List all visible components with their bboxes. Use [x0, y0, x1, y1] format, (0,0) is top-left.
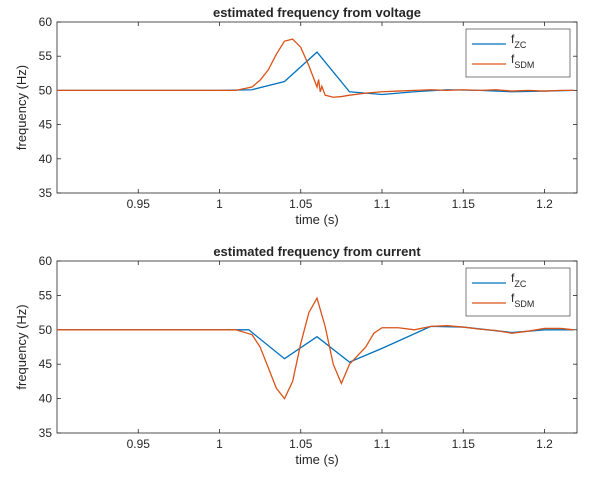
y-tick-label: 60	[39, 15, 53, 29]
y-tick-label: 45	[39, 357, 53, 371]
y-tick-label: 50	[39, 323, 53, 337]
x-tick-label: 1.15	[452, 197, 476, 211]
legend-box	[465, 267, 571, 317]
y-tick-label: 40	[39, 152, 53, 166]
legend-entry-symbol: f	[511, 32, 515, 46]
legend-entry-subscript: SDM	[514, 60, 534, 70]
y-tick-label: 35	[39, 426, 53, 440]
x-tick-label: 1	[216, 437, 223, 451]
y-tick-label: 55	[39, 49, 53, 63]
legend-entry-subscript: ZC	[514, 40, 526, 50]
y-tick-label: 45	[39, 118, 53, 132]
y-tick-label: 50	[39, 83, 53, 97]
x-tick-label: 1.1	[374, 197, 391, 211]
y-axis-label: frequency (Hz)	[14, 304, 29, 389]
legend-entry-subscript: ZC	[514, 279, 526, 289]
series-line-sdm	[57, 38, 574, 98]
x-tick-label: 1.15	[452, 437, 476, 451]
chart-title: estimated frequency from voltage	[213, 5, 421, 20]
y-tick-label: 40	[39, 392, 53, 406]
x-tick-label: 1.1	[374, 437, 391, 451]
legend-entry-symbol: f	[511, 291, 515, 305]
legend-entry-subscript: SDM	[514, 299, 534, 309]
x-tick-label: 1.05	[289, 197, 313, 211]
x-tick-label: 1.05	[289, 437, 313, 451]
x-tick-label: 1	[216, 197, 223, 211]
legend-entry-sdm: fSDM	[511, 52, 534, 70]
x-axis-label: time (s)	[295, 212, 338, 227]
x-tick-label: 1.2	[536, 437, 553, 451]
chart-panel-2: estimated frequency from current 0.95 1 1.0…	[14, 244, 578, 467]
series-line-sdm	[57, 296, 574, 400]
legend-entry-zc: fZC	[511, 271, 527, 289]
x-tick-label: 1.2	[536, 197, 553, 211]
legend-entry-zc: fZC	[511, 32, 527, 50]
x-tick-label: 0.95	[127, 437, 151, 451]
legend-box	[465, 28, 571, 78]
chart-title: estimated frequency from current	[213, 244, 421, 259]
chart-panel-1: estimated frequency from voltage 0.95 1 1.0…	[14, 5, 578, 227]
y-axis-label: frequency (Hz)	[14, 65, 29, 150]
legend-entry-sdm: fSDM	[511, 291, 534, 309]
x-tick-label: 0.95	[127, 197, 151, 211]
y-tick-label: 35	[39, 186, 53, 200]
legend-entry-symbol: f	[511, 52, 515, 66]
legend-entry-symbol: f	[511, 271, 515, 285]
y-tick-label: 55	[39, 288, 53, 302]
x-axis-label: time (s)	[295, 452, 338, 467]
y-tick-label: 60	[39, 254, 53, 268]
